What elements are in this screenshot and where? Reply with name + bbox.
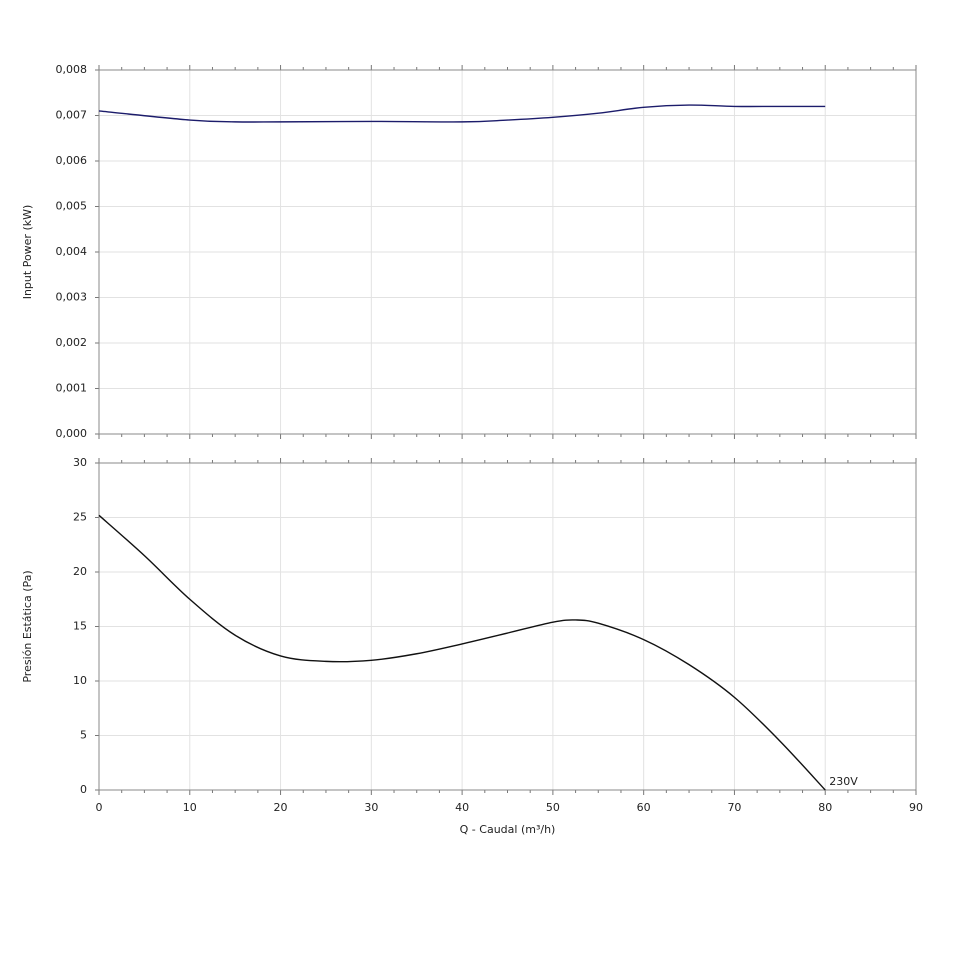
plot-frame (98, 69, 917, 435)
y-tick-label: 20 (73, 565, 87, 578)
x-tick-label: 50 (546, 801, 560, 814)
y-tick-label: 0,004 (56, 245, 88, 258)
y-tick-label: 0,008 (56, 63, 88, 76)
x-tick-label: 30 (364, 801, 378, 814)
x-tick-label: 20 (274, 801, 288, 814)
x-tick-label: 90 (909, 801, 923, 814)
x-tick-label: 0 (96, 801, 103, 814)
y-tick-label: 10 (73, 674, 87, 687)
y-tick-label: 0,007 (56, 109, 88, 122)
y-tick-label: 0,003 (56, 291, 88, 304)
y-tick-label: 0,002 (56, 336, 88, 349)
plot-frame (98, 462, 917, 791)
y-tick-label: 15 (73, 620, 87, 633)
y-tick-label: 5 (80, 729, 87, 742)
y-tick-label: 0,005 (56, 200, 88, 213)
x-axis-label: Q - Caudal (m³/h) (460, 823, 556, 836)
y-tick-label: 30 (73, 456, 87, 469)
x-tick-label: 10 (183, 801, 197, 814)
y-tick-label: 0,006 (56, 154, 88, 167)
x-tick-label: 40 (455, 801, 469, 814)
y-tick-label: 0,000 (56, 427, 88, 440)
x-tick-label: 70 (727, 801, 741, 814)
y-axis-label: Presión Estática (Pa) (21, 570, 34, 682)
y-tick-label: 0,001 (56, 382, 88, 395)
y-tick-label: 0 (80, 783, 87, 796)
series-line (98, 514, 826, 791)
x-tick-label: 80 (818, 801, 832, 814)
y-axis-label: Input Power (kW) (21, 205, 34, 300)
x-tick-label: 60 (637, 801, 651, 814)
y-tick-label: 25 (73, 511, 87, 524)
series-label: 230V (829, 775, 858, 788)
series-line (98, 104, 826, 123)
